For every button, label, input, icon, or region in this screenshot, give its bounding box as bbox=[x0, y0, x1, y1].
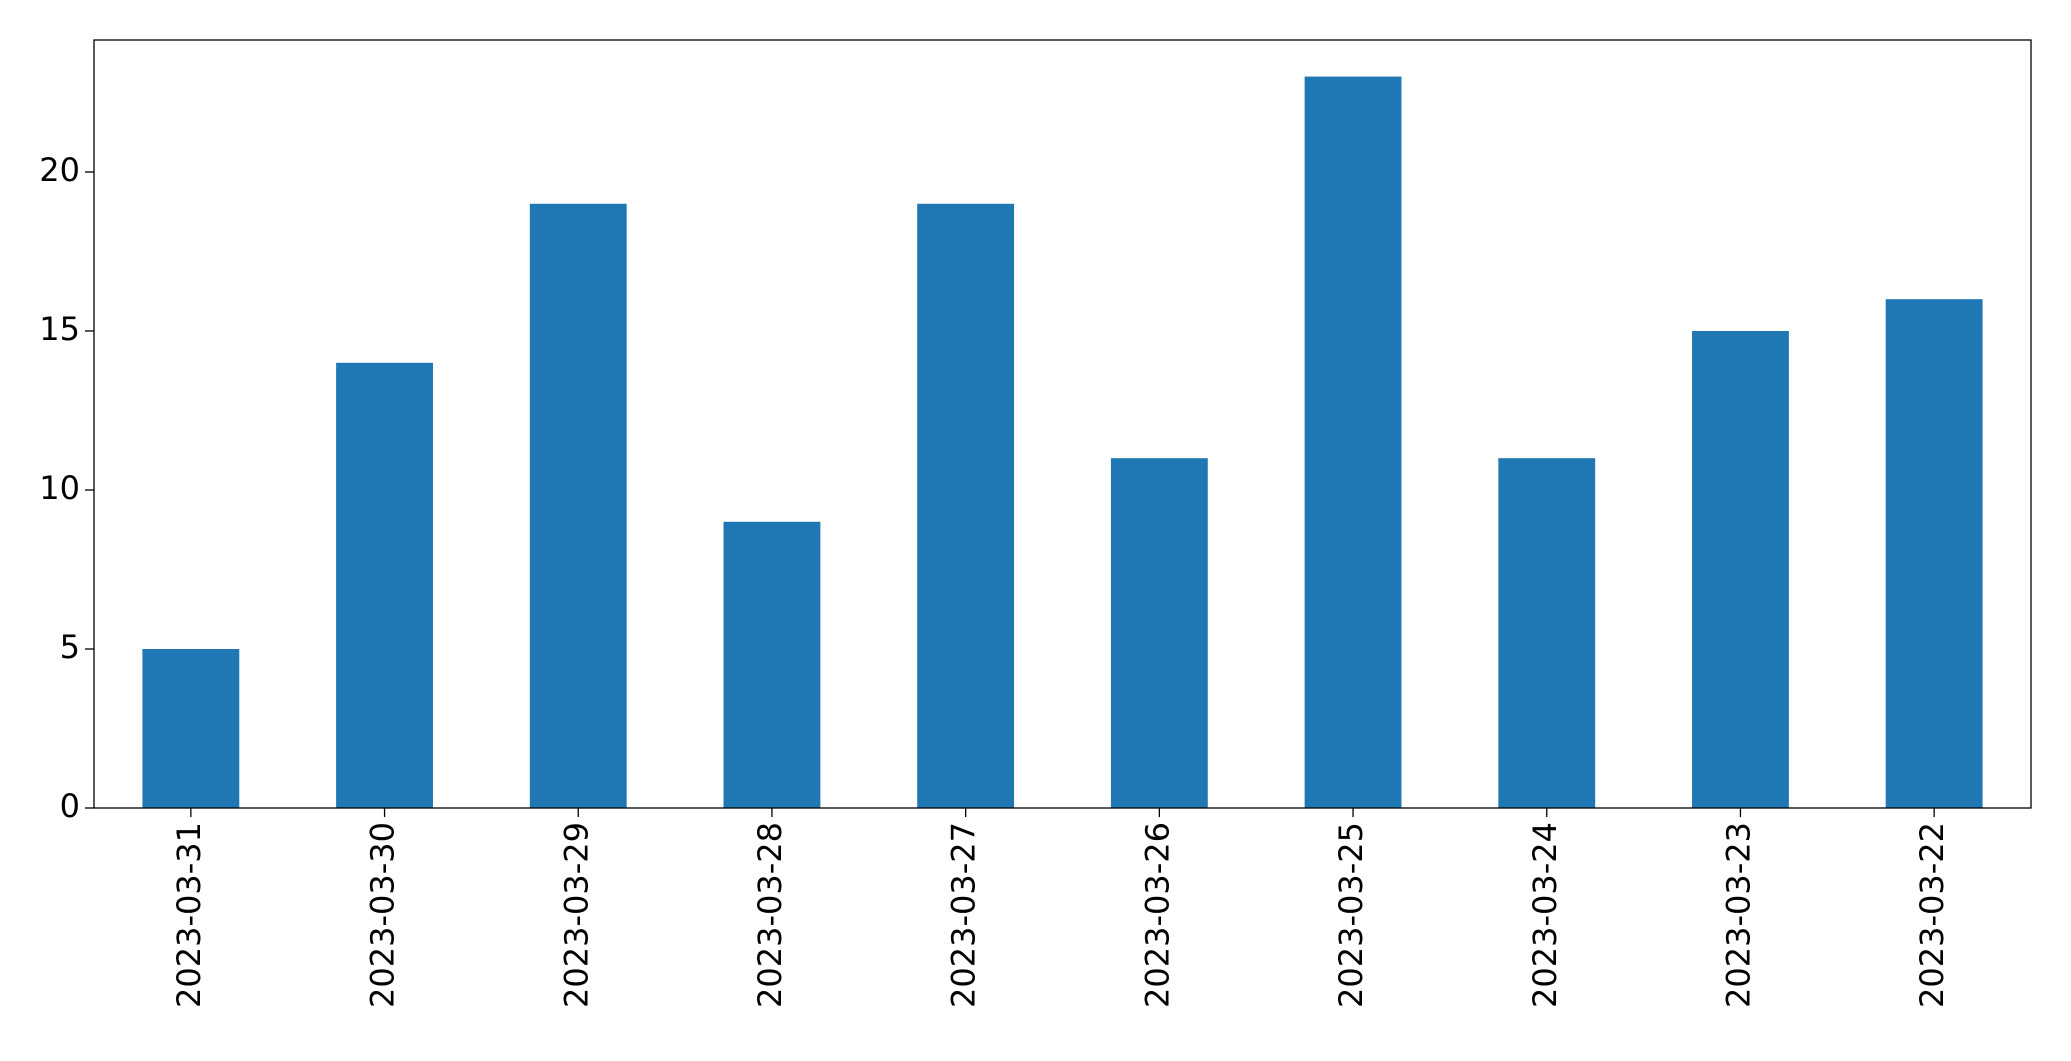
x-tick-label: 2023-03-27 bbox=[945, 822, 983, 1008]
y-tick-label: 10 bbox=[39, 469, 80, 507]
x-tick-label: 2023-03-31 bbox=[170, 822, 208, 1008]
x-tick-label: 2023-03-30 bbox=[364, 822, 402, 1008]
bar bbox=[142, 648, 240, 808]
y-tick-label: 20 bbox=[39, 151, 80, 189]
x-tick-label: 2023-03-26 bbox=[1138, 822, 1176, 1008]
bar bbox=[1304, 76, 1402, 809]
bar bbox=[917, 203, 1015, 809]
x-tick-label: 2023-03-29 bbox=[557, 822, 595, 1008]
bar bbox=[1692, 330, 1789, 808]
bar bbox=[336, 362, 433, 808]
x-tick-label: 2023-03-28 bbox=[751, 822, 789, 1008]
x-tick-label: 2023-03-22 bbox=[1913, 822, 1951, 1008]
y-tick-label: 0 bbox=[60, 787, 80, 825]
y-tick-label: 15 bbox=[39, 310, 80, 348]
bar bbox=[529, 203, 627, 809]
bar bbox=[1885, 299, 1983, 808]
bar bbox=[723, 521, 821, 808]
bar bbox=[1110, 458, 1208, 808]
bar bbox=[1498, 458, 1596, 808]
plot-frame bbox=[93, 39, 2032, 809]
y-tick-label: 5 bbox=[60, 628, 80, 666]
x-tick-label: 2023-03-25 bbox=[1332, 822, 1370, 1008]
x-tick-label: 2023-03-23 bbox=[1719, 822, 1757, 1008]
x-tick-label: 2023-03-24 bbox=[1526, 822, 1564, 1008]
